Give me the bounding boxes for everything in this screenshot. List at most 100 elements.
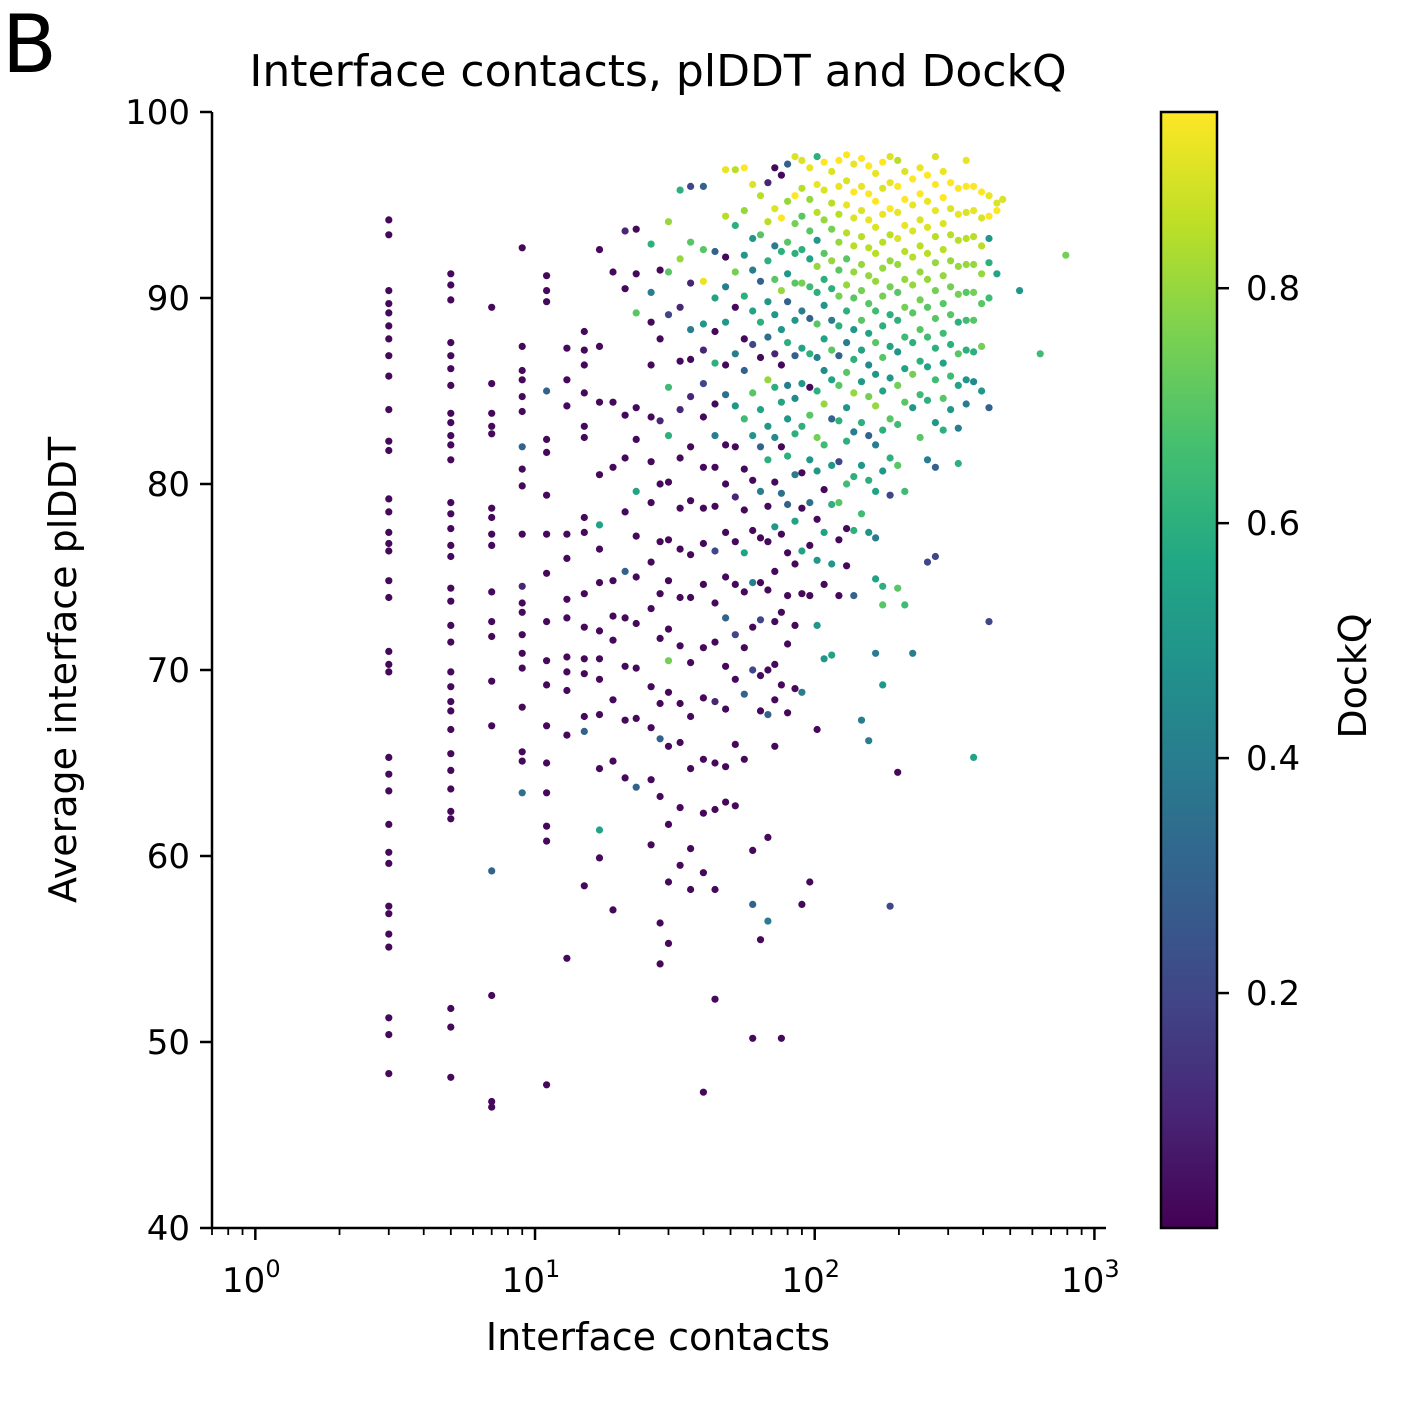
data-point (806, 255, 814, 263)
data-point (879, 582, 887, 590)
data-point (447, 1004, 455, 1013)
data-point (771, 242, 779, 250)
data-point (656, 634, 664, 643)
y-tick-label: 60 (147, 837, 190, 877)
data-point (722, 166, 730, 174)
data-point (962, 156, 970, 164)
data-point (731, 303, 739, 311)
data-point (447, 597, 455, 605)
data-point (835, 417, 843, 425)
data-point (749, 846, 757, 855)
data-point (916, 433, 924, 442)
data-point (580, 422, 588, 430)
data-point (894, 234, 902, 243)
data-point (664, 268, 673, 276)
data-point (699, 346, 708, 354)
x-tick-label: 101 (502, 1255, 561, 1301)
data-point (850, 268, 858, 276)
data-point (939, 246, 947, 254)
data-point (488, 1097, 496, 1106)
data-point (923, 223, 932, 231)
data-point (820, 335, 828, 343)
data-point (865, 476, 873, 484)
data-point (872, 370, 880, 378)
data-point (756, 443, 765, 451)
data-point (954, 262, 962, 270)
data-point (764, 257, 772, 265)
data-point (970, 182, 978, 190)
data-point (563, 614, 571, 622)
data-point (580, 327, 588, 336)
data-point (543, 287, 551, 295)
data-point (879, 387, 887, 395)
data-point (954, 210, 962, 218)
data-point (931, 259, 940, 267)
data-point (843, 404, 851, 412)
data-point (813, 262, 821, 270)
data-point (798, 900, 806, 909)
data-point (843, 437, 851, 445)
data-point (621, 285, 629, 293)
data-point (543, 822, 551, 830)
data-point (385, 528, 393, 537)
data-point (676, 504, 684, 512)
data-point (385, 668, 393, 676)
data-point (865, 162, 873, 170)
data-point (828, 316, 836, 324)
data-point (978, 214, 986, 222)
data-point (798, 307, 806, 315)
data-point (385, 660, 393, 669)
y-tick-label: 80 (147, 465, 190, 505)
data-point (676, 406, 684, 414)
data-point (687, 765, 695, 773)
data-point (385, 287, 393, 295)
data-point (518, 599, 526, 607)
data-point (872, 649, 880, 657)
data-point (621, 508, 629, 516)
data-point (518, 465, 526, 473)
data-point (798, 380, 806, 388)
data-point (835, 210, 843, 218)
data-point (777, 361, 786, 369)
data-point (962, 260, 970, 269)
data-point (740, 690, 748, 698)
data-point (664, 742, 673, 750)
data-point (595, 246, 604, 254)
data-point (488, 991, 496, 1000)
data-point (993, 207, 1001, 215)
data-point (954, 350, 962, 358)
data-point (947, 283, 955, 291)
data-point (656, 538, 664, 546)
data-point (978, 242, 986, 250)
data-point (447, 815, 455, 823)
data-point (970, 207, 978, 215)
data-point (784, 415, 792, 423)
data-point (731, 166, 739, 174)
data-point (518, 649, 526, 657)
data-point (664, 878, 673, 886)
data-point (447, 365, 455, 373)
data-point (764, 917, 772, 925)
data-point (939, 194, 947, 202)
data-point (749, 234, 757, 243)
data-point (740, 644, 748, 652)
data-point (756, 936, 765, 944)
data-point (647, 558, 655, 566)
data-point (647, 458, 655, 466)
data-point (962, 400, 970, 408)
data-point (731, 580, 739, 589)
data-point (621, 774, 629, 782)
data-point (857, 207, 866, 215)
data-point (784, 381, 792, 389)
data-point (749, 476, 757, 484)
data-point (828, 346, 836, 354)
data-point (731, 268, 739, 276)
data-point (740, 549, 748, 557)
data-point (923, 363, 932, 371)
data-point (580, 433, 588, 442)
data-point (835, 499, 843, 507)
data-point (901, 303, 909, 311)
data-point (931, 552, 940, 561)
data-point (843, 201, 851, 209)
data-point (835, 592, 843, 600)
